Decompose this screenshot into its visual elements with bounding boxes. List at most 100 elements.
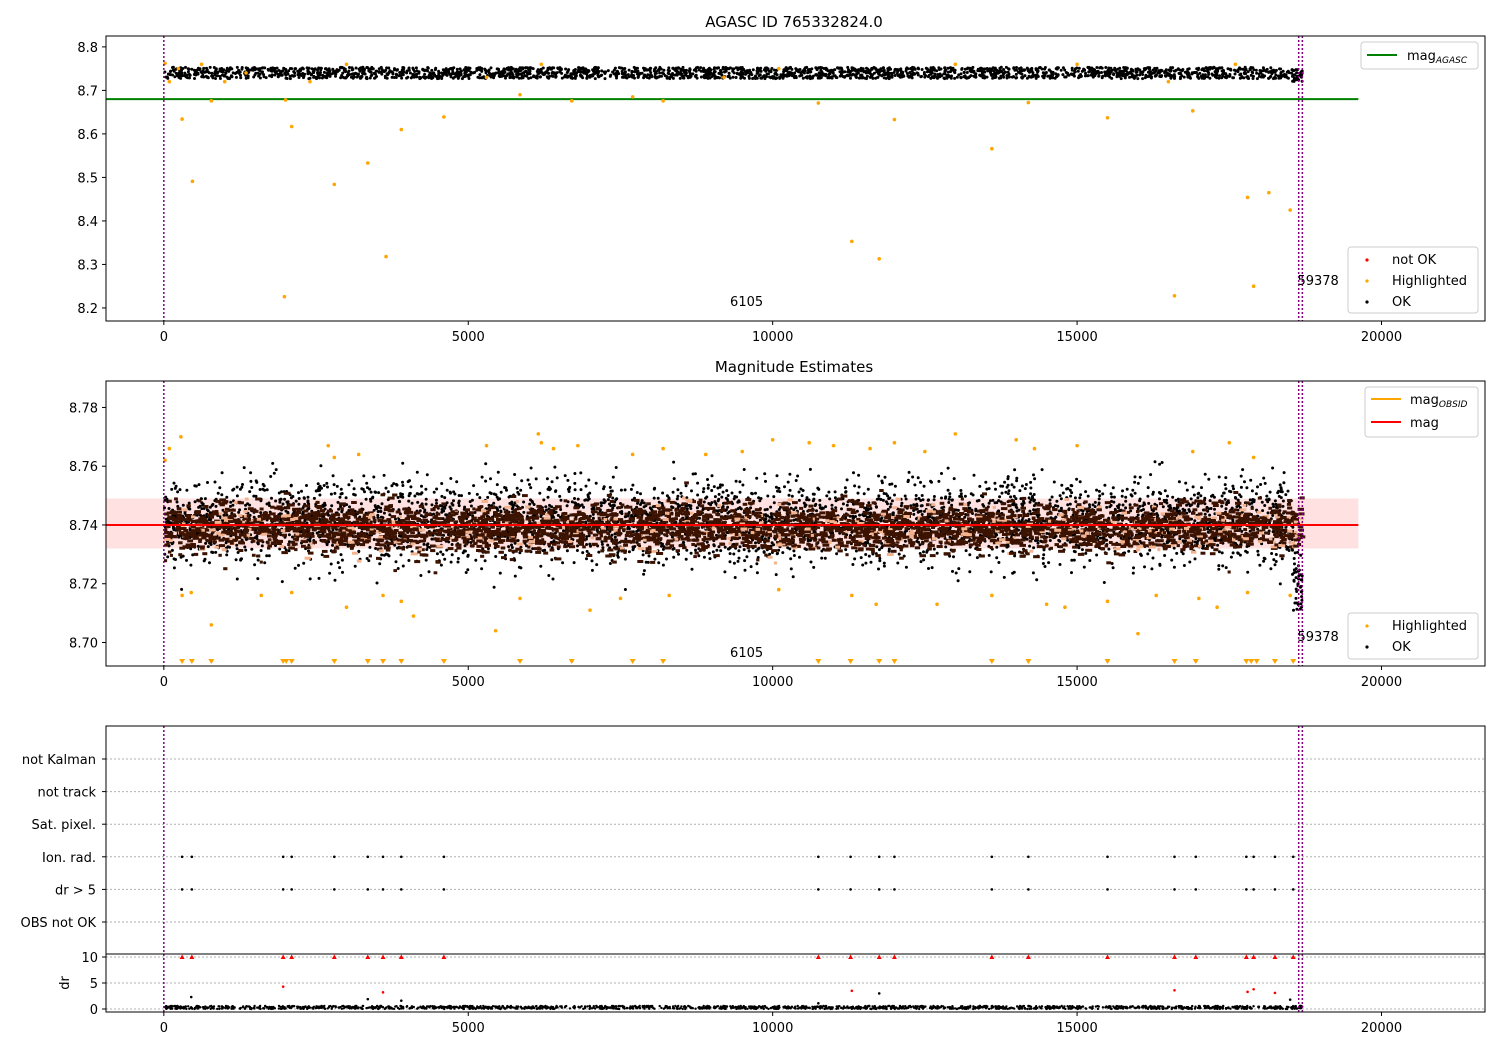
agasc-ok-point [393,67,397,71]
agasc-ok-point [298,73,302,77]
agasc-highlighted-point [176,66,181,71]
magnitude-ok-point [466,553,470,557]
agasc-ok-point [679,69,683,72]
magnitude-xtick-label-0: 0 [160,675,168,690]
agasc-ok-point [508,76,512,80]
magnitude-ok-point [736,559,740,563]
agasc-ok-point [255,67,259,71]
magnitude-ok-point [952,477,956,481]
agasc-ok-point [166,76,170,80]
magnitude-ok-point [772,501,776,505]
agasc-ok-point [210,71,214,75]
magnitude-ok-point [1177,480,1181,484]
agasc-ok-point [1196,68,1200,72]
agasc-ok-point [727,71,731,75]
magnitude-ok-point [984,480,988,484]
magnitude-ok-point [1282,481,1286,485]
agasc-ok-point [816,76,820,80]
magnitude-ok-point [705,540,709,544]
agasc-ok-point [678,76,682,80]
agasc-ok-point [415,75,419,79]
magnitude-ok-point [319,464,323,468]
agasc-ok-point [989,71,992,75]
agasc-ok-point [473,70,477,74]
agasc-ok-point [208,65,212,69]
agasc-ok-point [865,69,869,73]
magnitude-ok-point [1224,487,1228,491]
magnitude-ok-point [1023,487,1027,491]
magnitude-ok-point [289,483,293,487]
magnitude-ok-point [818,498,822,502]
agasc-ok-point [911,73,915,77]
magnitude-ok-point [1025,537,1029,541]
agasc-highlighted-point [190,179,195,184]
magnitude-ok-point [494,555,498,558]
agasc-ok-point [307,77,311,81]
agasc-ok-point [293,74,297,78]
magnitude-ok-point [880,516,884,520]
agasc-ok-point [223,73,227,77]
agasc-ok-point [983,75,987,79]
magnitude-ok-point [297,563,300,567]
agasc-ok-point [1087,65,1091,69]
agasc-legend-box [1360,41,1479,70]
agasc-highlighted-point [816,101,821,105]
magnitude-ok-point [1269,567,1273,571]
agasc-ok-point [1245,75,1249,79]
agasc-ok-point [192,68,196,72]
magnitude-ok-point [472,484,476,488]
agasc-ok-point [1014,76,1018,80]
agasc-ok-point [728,76,732,80]
magnitude-ok-point [297,491,300,495]
agasc-ok-point [972,74,976,78]
magnitude-ok-point [369,499,373,503]
agasc-ok-point [937,66,941,70]
magnitude-ok-point [896,561,900,565]
agasc-ok-point [717,66,721,70]
magnitude-ok-point [258,488,262,491]
agasc-ok-point [623,70,627,74]
magnitude-ok-point [1208,499,1212,503]
agasc-ok-point [1118,66,1122,70]
agasc-ok-point [1014,72,1018,76]
agasc-ok-point [421,75,425,79]
agasc-ok-point [936,73,940,76]
magnitude-ok-point [269,475,273,478]
agasc-ok-point [312,71,316,75]
magnitude-ok-point [235,577,239,581]
magnitude-ok-point [937,479,941,483]
agasc-ok-point [681,65,685,69]
magnitude-ok-point [265,488,269,492]
agasc-ok-point [1123,76,1127,80]
magnitude-ok-point [1256,553,1260,557]
agasc-ok-point [769,69,773,73]
magnitude-ok-point [1148,548,1152,552]
agasc-ok-point [1163,71,1167,75]
magnitude-ok-point [420,491,424,495]
agasc-ok-point [423,72,427,76]
agasc-ok-point [192,73,196,76]
agasc-ok-point [556,66,560,70]
magnitude-ok-point [172,481,176,485]
agasc-ok-point [383,76,387,80]
magnitude-ok-point [286,510,290,514]
magnitude-ok-point [280,580,284,584]
agasc-ok-point [838,70,842,74]
agasc-ok-point [582,71,586,75]
agasc-ok-point [593,67,597,71]
magnitude-ok-point [332,483,336,487]
agasc-ok-point [457,75,461,79]
magnitude-ok-point [214,550,218,554]
agasc-ok-point [985,75,989,79]
agasc-ytick-label-0: 8.2 [77,302,98,317]
agasc-ok-point [1279,71,1283,75]
agasc-ok-point [1063,68,1067,72]
agasc-ok-point [220,73,224,77]
agasc-ok-point [874,67,878,71]
magnitude-ok-point [435,552,439,556]
agasc-ok-point [483,68,487,72]
agasc-ok-point [284,76,288,80]
agasc-highlighted-point [1267,190,1271,195]
agasc-ok-point [821,73,825,77]
agasc-ok-point [960,67,964,70]
